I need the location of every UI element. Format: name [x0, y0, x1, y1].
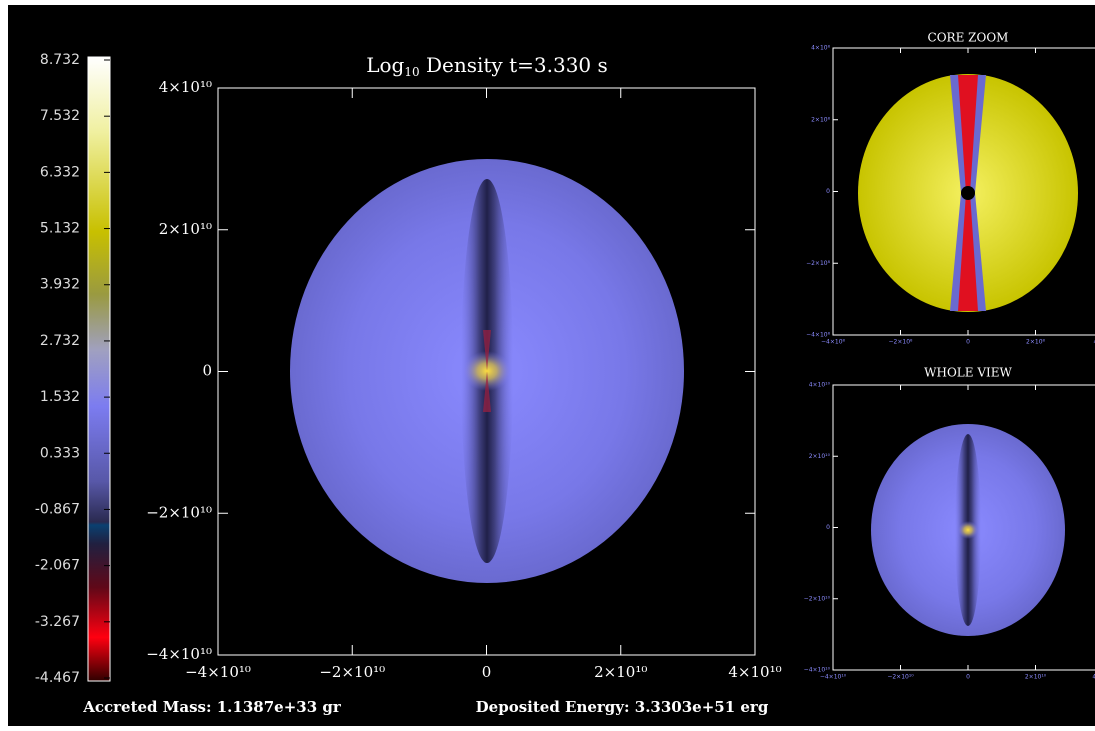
y-tick-label: 0 — [826, 188, 830, 195]
y-tick-label: 2×10¹⁰ — [809, 453, 831, 460]
x-tick-label: 2×10¹⁰ — [594, 663, 647, 681]
x-tick-label: −4×10⁸ — [821, 339, 846, 346]
title-sub: 10 — [404, 65, 419, 79]
y-tick-label: −4×10⁸ — [806, 332, 831, 339]
y-tick-label: 4×10¹⁰ — [159, 78, 212, 96]
x-tick-label: 2×10¹⁰ — [1025, 674, 1047, 681]
core-zoom-image — [858, 74, 1078, 312]
y-tick-label: 0 — [826, 524, 830, 531]
y-tick-label: −2×10¹⁰ — [804, 595, 831, 602]
x-tick-label: 2×10⁸ — [1026, 339, 1045, 346]
title-prefix: Log — [366, 53, 404, 77]
y-tick-label: 2×10⁸ — [811, 116, 830, 123]
y-tick-label: −2×10¹⁰ — [146, 503, 212, 521]
colorbar-label: 2.732 — [40, 333, 80, 349]
colorbar-label: 3.932 — [40, 277, 80, 293]
colorbar-label: -4.467 — [35, 670, 80, 686]
whole-view-title: WHOLE VIEW — [924, 366, 1012, 380]
x-tick-label: 0 — [482, 663, 492, 681]
y-tick-label: −4×10¹⁰ — [804, 667, 831, 674]
colorbar-label: 0.333 — [40, 445, 80, 461]
y-tick-label: 2×10¹⁰ — [159, 220, 212, 238]
title-rest: Density t=3.330 s — [420, 53, 608, 77]
accreted-mass: Accreted Mass: 1.1387e+33 gr — [82, 698, 342, 716]
x-tick-label: −4×10¹⁰ — [820, 674, 847, 681]
x-tick-label: 4×10⁸ — [1094, 339, 1095, 346]
x-tick-label: −2×10⁸ — [889, 339, 914, 346]
y-tick-label: −2×10⁸ — [806, 260, 831, 267]
y-tick-label: 0 — [202, 362, 212, 380]
x-tick-label: 4×10¹⁰ — [1092, 674, 1095, 681]
y-tick-label: 4×10¹⁰ — [809, 382, 831, 389]
x-tick-label: −4×10¹⁰ — [185, 663, 251, 681]
colorbar-label: 5.132 — [40, 221, 80, 237]
core-zoom-title: CORE ZOOM — [928, 31, 1009, 45]
x-tick-label: 0 — [966, 674, 970, 681]
colorbar-label: 8.732 — [40, 52, 80, 68]
y-tick-label: 4×10⁸ — [811, 45, 830, 52]
colorbar-label: -2.067 — [35, 558, 80, 574]
colorbar-label: -3.267 — [35, 614, 80, 630]
colorbar-label: 6.332 — [40, 164, 80, 180]
x-tick-label: −2×10¹⁰ — [887, 674, 914, 681]
x-tick-label: −2×10¹⁰ — [319, 663, 385, 681]
x-tick-label: 4×10¹⁰ — [728, 663, 781, 681]
colorbar-label: 7.532 — [40, 108, 80, 124]
main-title: Log10 Density t=3.330 s — [366, 53, 608, 79]
colorbar-label: 1.532 — [40, 389, 80, 405]
main-image — [290, 159, 684, 583]
colorbar-label: -0.867 — [35, 501, 80, 517]
deposited-energy: Deposited Energy: 3.3303e+51 erg — [476, 698, 769, 716]
y-tick-label: −4×10¹⁰ — [146, 645, 212, 663]
colorbar — [87, 56, 111, 682]
whole-view-image — [871, 424, 1065, 636]
x-tick-label: 0 — [966, 339, 970, 346]
